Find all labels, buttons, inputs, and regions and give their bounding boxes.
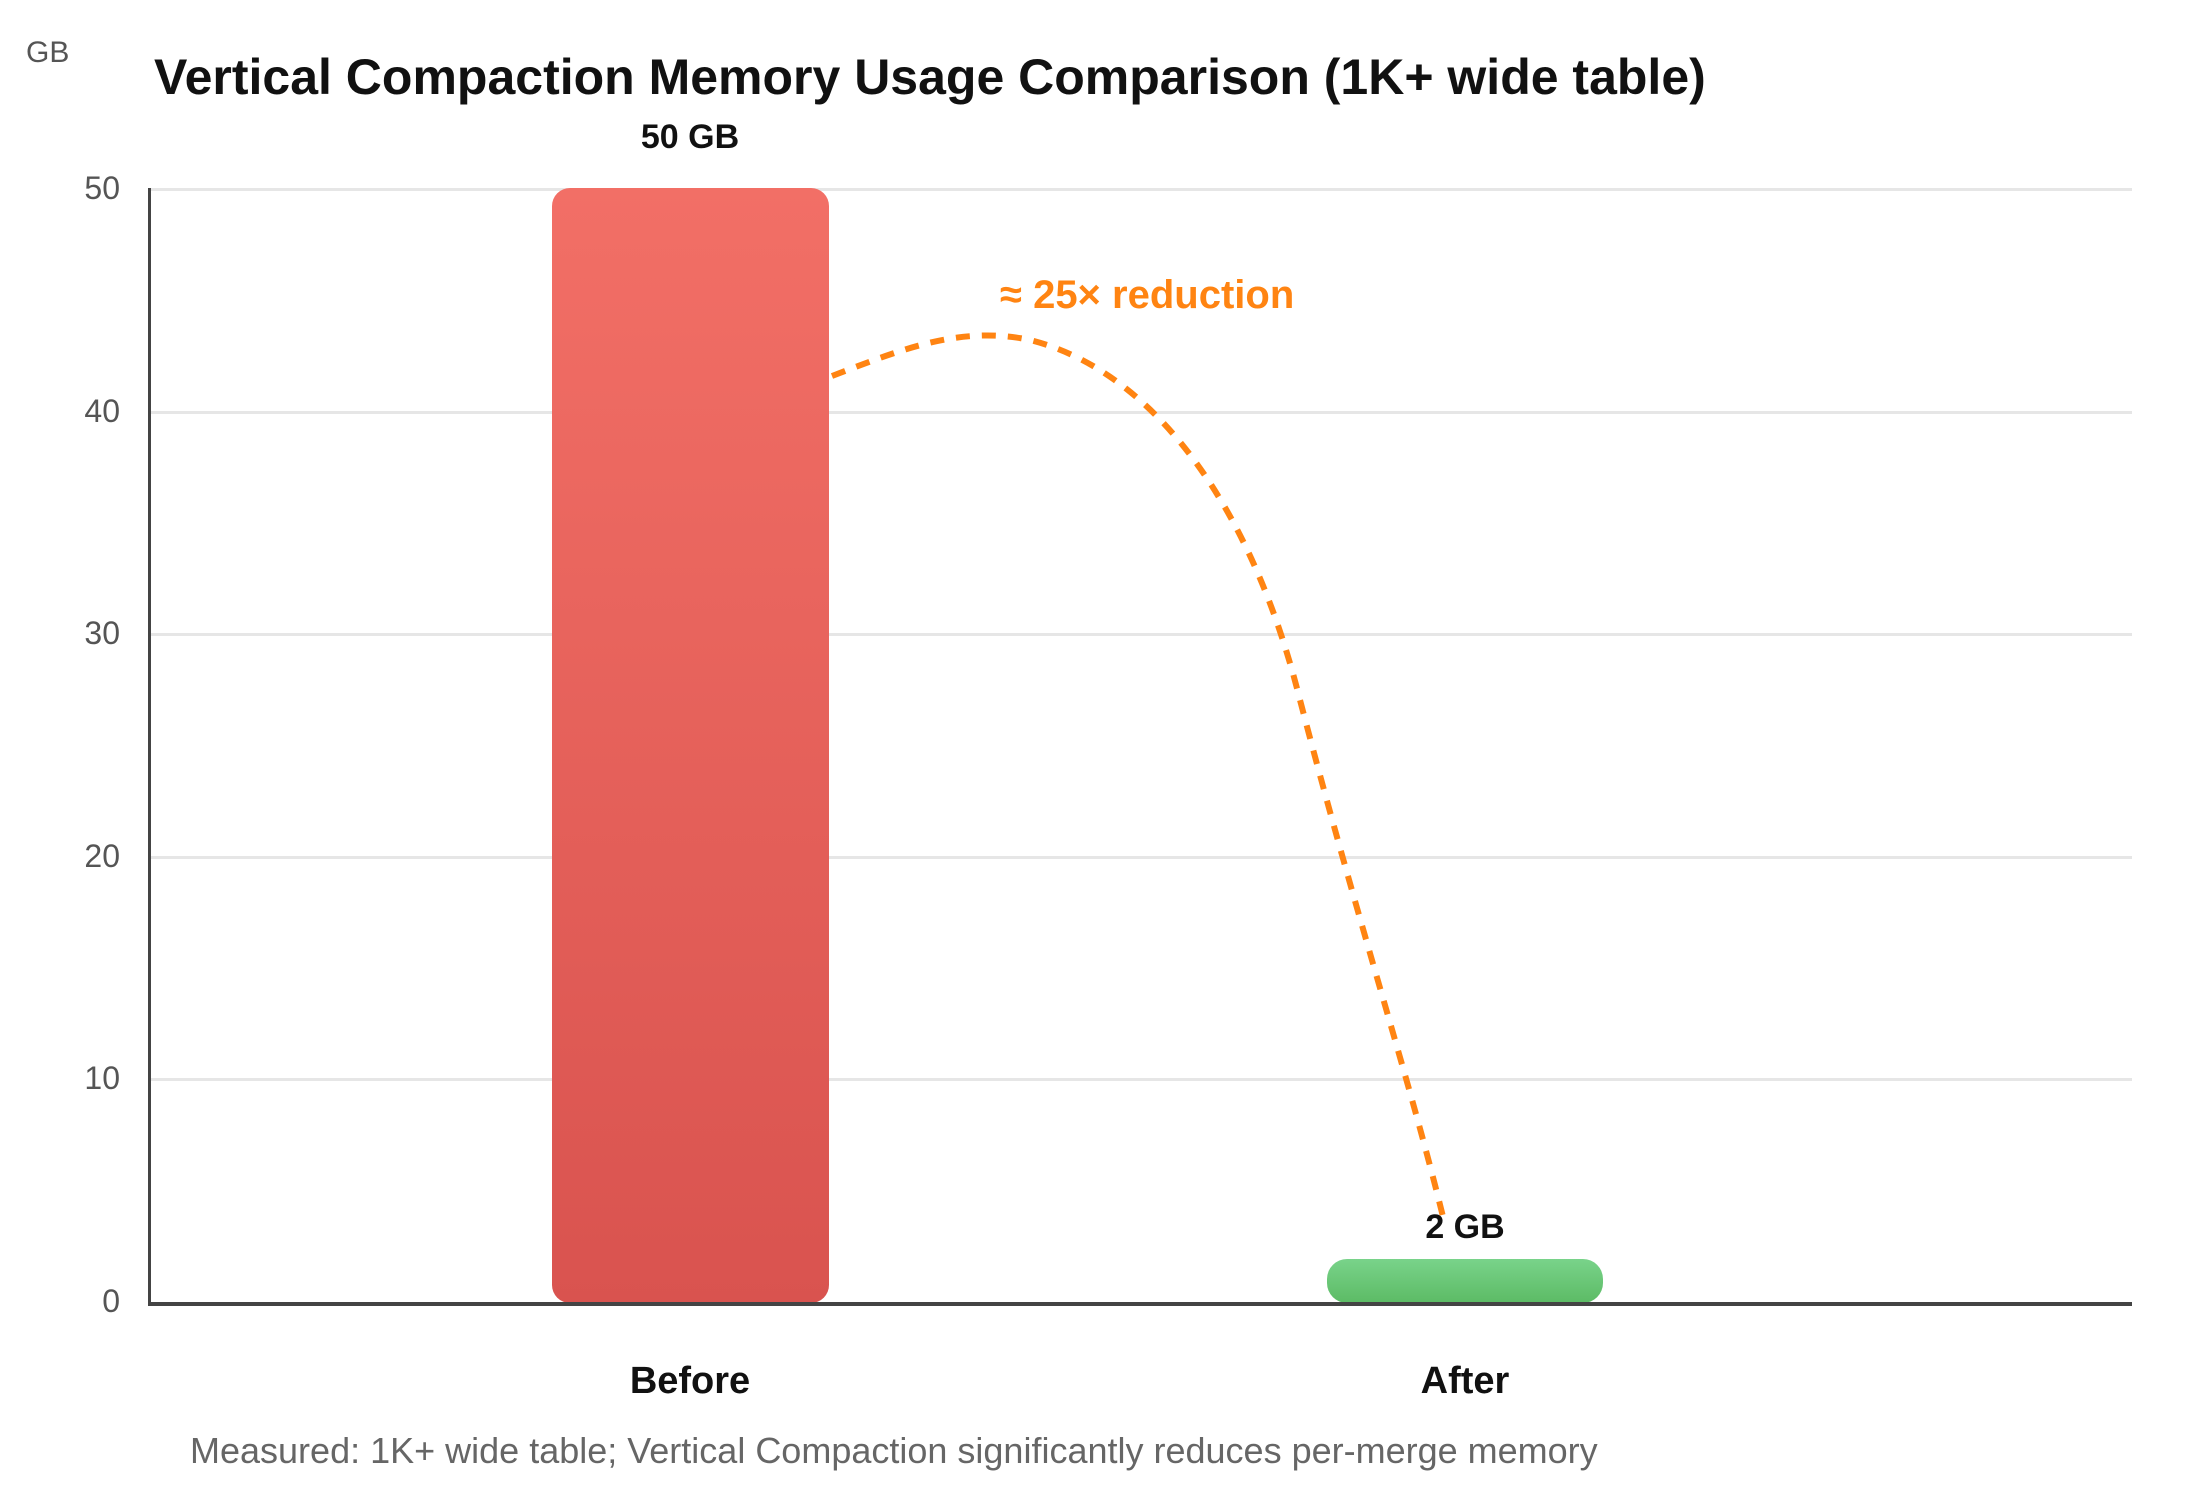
y-tick-0: 0 [102,1283,120,1319]
gridline-20 [150,856,2132,859]
bar-before[interactable] [552,188,829,1303]
y-tick-30: 30 [84,615,120,651]
y-tick-20: 20 [84,838,120,874]
gridline-10 [150,1078,2132,1081]
y-tick-10: 10 [84,1060,120,1096]
x-category-after: After [1420,1360,1510,1402]
chart-title-text: Vertical Compaction Memory Usage Compari… [154,49,1706,105]
gridline-40 [150,411,2132,414]
gridline-30 [150,633,2132,636]
chart-title: Vertical Compaction Memory Usage Compari… [0,48,2040,106]
value-label-after: 2 GB [1425,1208,1505,1246]
y-axis-line [148,188,151,1305]
x-axis-line [148,1302,2132,1306]
y-tick-40: 40 [84,393,120,429]
reduction-annotation: ≈ 25× reduction [1000,273,1295,317]
bar-after[interactable] [1327,1259,1603,1303]
y-axis-unit-label: GB [26,36,70,69]
x-category-before: Before [629,1360,751,1402]
value-label-before: 50 GB [640,118,740,156]
chart-footnote: Measured: 1K+ wide table; Vertical Compa… [190,1430,1598,1471]
y-tick-50: 50 [84,170,120,206]
gridline-50 [150,188,2132,191]
